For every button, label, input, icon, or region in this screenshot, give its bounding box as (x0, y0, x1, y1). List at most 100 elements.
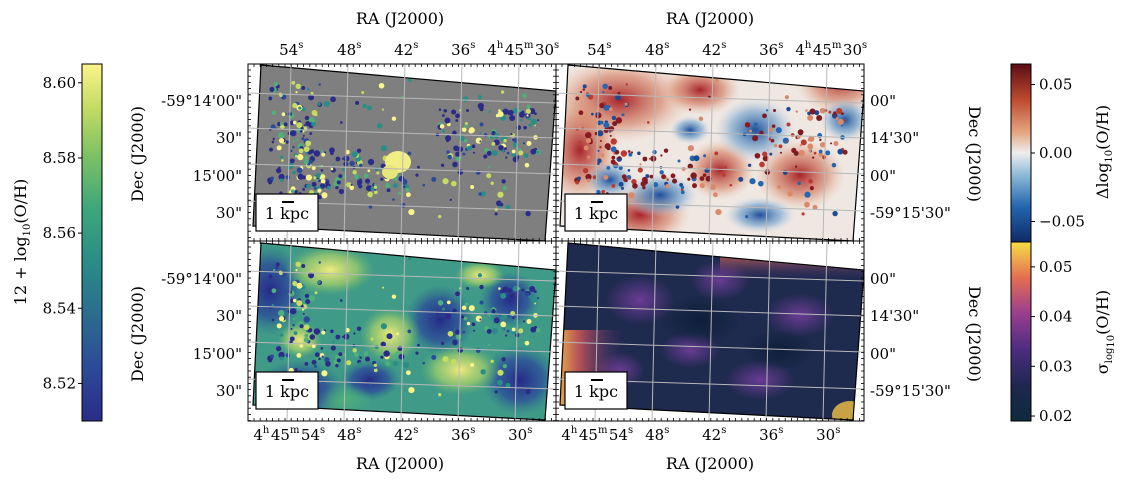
hii-spot (529, 108, 536, 115)
hii-spot (832, 114, 837, 119)
hii-spot (609, 134, 612, 137)
hii-spot (268, 96, 273, 101)
hii-spot (407, 151, 412, 156)
hii-spot (470, 362, 475, 367)
hii-spot (367, 191, 373, 198)
hii-spot (408, 208, 415, 216)
hii-spot (338, 352, 343, 357)
scalebar-bottom-left: 1 kpc (255, 371, 319, 410)
ra-axis-title-bottom-right: RA (J2000) (666, 454, 754, 473)
ra-tick-label: 54s (587, 40, 613, 59)
hii-spot (365, 178, 371, 184)
hii-spot (502, 364, 507, 369)
hii-spot (661, 174, 666, 180)
hii-spot (526, 114, 529, 117)
hii-spot (632, 183, 638, 189)
hii-spot (437, 300, 444, 306)
hii-spot (758, 180, 764, 187)
hii-spot (819, 138, 822, 142)
hii-spot (612, 121, 618, 127)
hii-spot (471, 322, 476, 327)
hii-spot (798, 150, 805, 157)
hii-spot (738, 176, 744, 182)
hii-spot (311, 181, 317, 187)
hii-spot (749, 129, 753, 133)
hii-spot (374, 166, 379, 171)
hii-spot (525, 292, 530, 297)
hii-spot (512, 107, 519, 114)
hii-spot (461, 305, 467, 311)
hii-spot (321, 355, 324, 358)
hii-spot (292, 280, 298, 287)
hii-spot (621, 174, 627, 180)
hii-spot (729, 183, 733, 187)
hii-spot (462, 330, 466, 334)
hii-spot (308, 94, 315, 101)
hii-spot (370, 186, 375, 191)
hii-spot (301, 137, 305, 141)
hii-spot (722, 173, 726, 177)
ra-tick-label: 48s (645, 40, 671, 59)
hii-spot (620, 186, 624, 190)
hii-spot (386, 333, 393, 340)
hii-spot (302, 312, 305, 315)
hii-spot (649, 174, 654, 179)
hii-spot (335, 156, 341, 162)
hii-spot (292, 323, 295, 327)
colorbar-tick-label: 0.04 (1039, 308, 1072, 326)
hii-spot (391, 294, 397, 299)
hii-spot (380, 145, 387, 152)
hii-spot (278, 316, 285, 322)
hii-spot (495, 113, 500, 118)
hii-spot (493, 317, 500, 324)
hii-spot (392, 360, 398, 367)
scalebar-top-left: 1 kpc (255, 193, 319, 232)
dec-tick-label: -59°14'00" (161, 270, 242, 288)
hii-spot (473, 329, 476, 332)
hii-spot (713, 192, 718, 198)
model-blobs (253, 245, 556, 420)
hii-spot (308, 272, 315, 279)
hii-spot (525, 210, 531, 217)
hii-spot (628, 152, 633, 157)
hii-spot (285, 140, 289, 144)
hii-spot (466, 321, 471, 326)
hii-spot (336, 358, 341, 363)
hii-spot (455, 329, 461, 335)
hii-spot (769, 152, 773, 156)
hii-spot (451, 109, 457, 115)
hii-spot (780, 151, 783, 154)
hii-spot (659, 170, 664, 175)
hii-spot (606, 146, 611, 151)
hii-spot (692, 183, 698, 189)
dec-tick-label: 15'00" (193, 167, 242, 185)
hii-spot (500, 321, 507, 328)
hii-spot (618, 156, 622, 160)
hii-spot (681, 166, 686, 171)
hii-spot (310, 91, 314, 95)
hii-spot (415, 351, 419, 355)
hii-spot (309, 132, 313, 135)
hii-spot (590, 112, 594, 116)
hii-spot (578, 110, 584, 116)
grid-line (708, 63, 714, 242)
hii-spot (819, 141, 826, 148)
scalebar-top-right: 1 kpc (564, 193, 628, 232)
hii-spot (320, 178, 326, 184)
grid-line (247, 270, 557, 282)
hii-spot (311, 334, 315, 338)
hii-spot (464, 124, 469, 128)
hii-spot (336, 180, 341, 185)
hii-spot (599, 102, 605, 109)
grid-line (247, 341, 557, 353)
hii-spot (479, 284, 484, 290)
hii-spot (787, 191, 793, 197)
colorbar-metallicity-label: 12 + log10(O/H) (11, 179, 33, 306)
hii-spot (809, 186, 814, 191)
dec-tick-label: 14'30" (870, 307, 919, 325)
hii-spot (480, 191, 486, 197)
grid-line (555, 270, 865, 282)
hii-spot (374, 344, 379, 349)
hii-spot (643, 180, 648, 185)
hii-spot (276, 323, 282, 329)
